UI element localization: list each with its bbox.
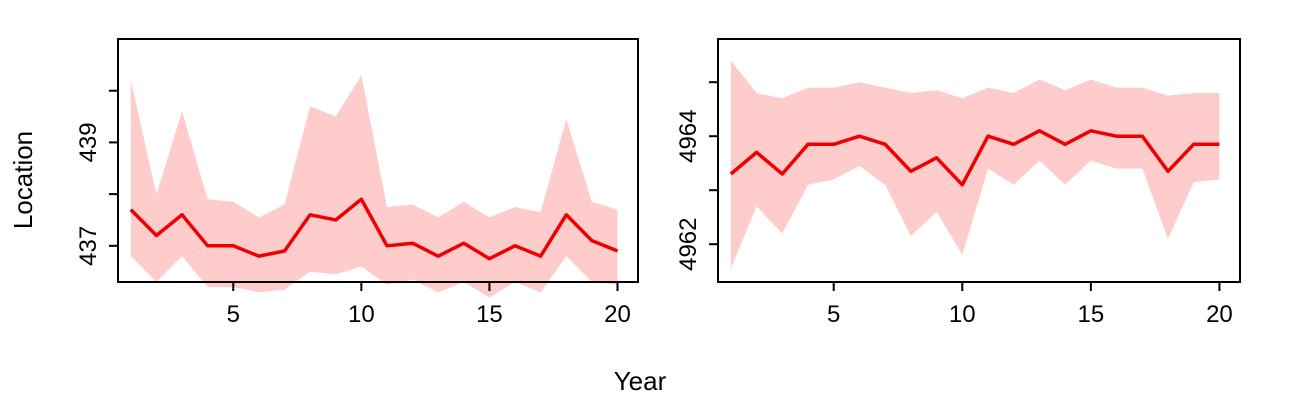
right-panel: 5 10 15 20 4962 4964 [675,38,1241,328]
confidence-band [730,60,1220,269]
x-tick-label: 15 [1078,301,1105,328]
x-tick-label: 15 [476,301,503,328]
x-tick-label: 20 [1206,301,1233,328]
x-axis-title: Year [614,366,667,396]
plot-frame [717,38,1241,283]
x-tick-label: 10 [949,301,976,328]
y-tick-label: 437 [75,226,102,266]
x-tick-label: 5 [827,301,840,328]
confidence-band [130,75,618,298]
y-tick-label: 439 [75,122,102,162]
x-tick-label: 20 [604,301,631,328]
y-axis-title: Location [8,131,38,229]
y-tick-label: 4962 [675,218,702,271]
x-tick-label: 10 [348,301,375,328]
plot-frame [117,38,639,283]
series-line [129,197,619,261]
y-tick-label: 4964 [675,110,702,163]
left-panel: 5 10 15 20 437 439 [75,38,639,328]
x-tick-label: 5 [227,301,240,328]
series-line [729,129,1220,187]
